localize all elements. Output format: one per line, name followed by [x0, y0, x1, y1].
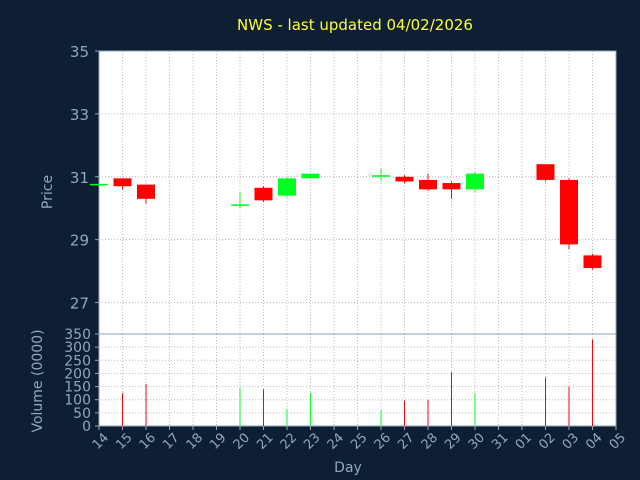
candle-body [301, 173, 320, 179]
x-tick-label: 31 [489, 430, 511, 452]
x-tick-label: 03 [560, 430, 582, 452]
volume-axis-label: Volume (0000) [30, 329, 46, 432]
price-axis-label: Price [40, 175, 56, 209]
volume-y-tick-label: 50 [73, 406, 91, 422]
x-tick-label: 20 [231, 430, 253, 452]
price-y-tick-label: 29 [70, 232, 89, 250]
x-tick-label: 19 [207, 430, 229, 452]
price-y-tick-label: 27 [70, 295, 89, 313]
candle-body [419, 179, 437, 190]
x-tick-label: 04 [583, 430, 605, 452]
candle-body [113, 178, 132, 187]
candle-body [395, 176, 414, 182]
x-tick-label: 26 [372, 430, 394, 452]
x-axis-label: Day [334, 460, 362, 476]
chart-title: NWS - last updated 04/02/2026 [237, 16, 473, 34]
candle-body [254, 187, 273, 201]
x-tick-label: 22 [278, 430, 300, 452]
candle-body [536, 164, 555, 180]
x-tick-label: 01 [513, 430, 535, 452]
x-tick-label: 02 [536, 430, 558, 452]
price-grid [99, 51, 616, 334]
price-y-ticks: 35 33 31 29 27 [70, 43, 99, 313]
x-tick-label: 17 [160, 430, 182, 452]
x-tick-label: 30 [466, 430, 488, 452]
candle-body [583, 255, 602, 268]
volume-y-tick-label: 100 [64, 393, 91, 409]
price-y-tick-label: 31 [70, 169, 89, 187]
x-axis-ticks: 14 15 16 17 18 19 20 21 22 23 24 25 26 27 28 29 30 31 01 02… [90, 426, 629, 453]
x-tick-label: 05 [607, 430, 629, 452]
volume-y-tick-label: 0 [82, 419, 91, 435]
price-y-tick-label: 33 [70, 106, 89, 124]
volume-y-tick-label: 200 [64, 366, 91, 382]
candle-body [137, 184, 155, 199]
x-tick-label: 18 [184, 430, 206, 452]
x-tick-label: 27 [395, 430, 417, 452]
volume-y-tick-label: 150 [64, 380, 91, 396]
volume-y-tick-label: 300 [64, 340, 91, 356]
x-tick-label: 29 [442, 430, 464, 452]
x-tick-label: 23 [301, 430, 323, 452]
volume-y-tick-label: 350 [64, 327, 91, 343]
candle-body [278, 178, 296, 196]
volume-bars [122, 339, 593, 426]
price-y-tick-label: 35 [70, 43, 89, 61]
x-tick-label: 28 [419, 430, 441, 452]
candles [90, 164, 602, 270]
x-tick-label: 21 [254, 430, 276, 452]
x-tick-label: 25 [348, 430, 370, 452]
x-tick-label: 16 [137, 430, 159, 452]
candle-body [466, 173, 484, 190]
candle-body [560, 179, 578, 245]
x-tick-label: 24 [325, 430, 347, 452]
x-tick-label: 15 [113, 430, 135, 452]
candle-body [372, 175, 390, 177]
x-tick-label: 14 [90, 430, 112, 452]
candle-body [442, 183, 461, 190]
volume-y-tick-label: 250 [64, 353, 91, 369]
